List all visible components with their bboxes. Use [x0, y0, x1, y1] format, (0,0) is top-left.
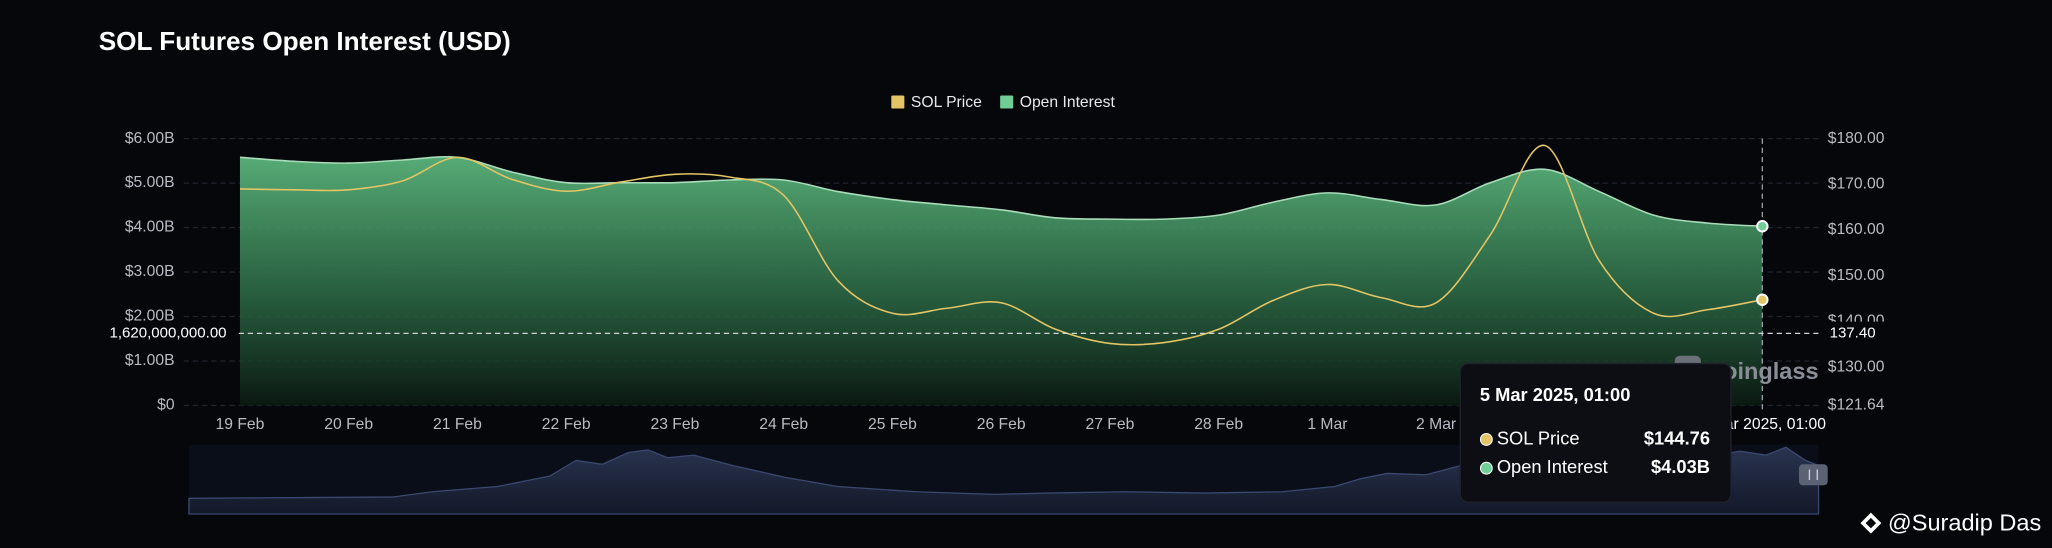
crosshair-y-label: 1,620,000,000.00 — [110, 324, 227, 341]
area — [239, 156, 1763, 406]
attribution-icon — [1860, 512, 1882, 534]
x-tick-label: 21 Feb — [433, 416, 482, 433]
tooltip: 5 Mar 2025, 01:00 SOL Price $144.76 Open I… — [1459, 362, 1732, 503]
tooltip-value: $144.76 — [1644, 427, 1710, 448]
y2-tick-label: $180.00 — [1828, 130, 1885, 147]
navigator-handle[interactable] — [1798, 464, 1828, 486]
legend-label: SOL Price — [911, 94, 982, 111]
legend-swatch — [1000, 95, 1014, 109]
tooltip-value: $4.03B — [1651, 456, 1710, 477]
y2-tick-label: $121.64 — [1828, 397, 1885, 414]
x-tick-label: 23 Feb — [651, 416, 700, 433]
x-tick-label: 20 Feb — [324, 416, 373, 433]
x-tick-label: 25 Feb — [868, 416, 917, 433]
x-tick-label: 26 Feb — [977, 416, 1026, 433]
x-tick-label: 24 Feb — [759, 416, 808, 433]
attribution-text: @Suradip Das — [1888, 510, 2041, 536]
y2-tick-label: $130.00 — [1828, 358, 1885, 375]
tooltip-box — [1459, 362, 1732, 503]
point-marker — [1756, 220, 1769, 233]
y-tick-label: $5.00B — [125, 174, 175, 191]
y-tick-label: $4.00B — [125, 219, 175, 236]
y2-tick-label: $150.00 — [1828, 267, 1885, 284]
line — [239, 144, 1763, 346]
tooltip-swatch — [1479, 461, 1493, 475]
tooltip-title: 5 Mar 2025, 01:00 — [1480, 384, 1631, 405]
line — [239, 155, 1763, 228]
navigator-area — [188, 446, 1820, 515]
plot-area — [183, 138, 1819, 416]
legend-swatch — [891, 95, 905, 109]
x-tick-label: 28 Feb — [1194, 416, 1243, 433]
y-tick-label: $1.00B — [125, 352, 175, 369]
x-tick-label: 22 Feb — [542, 416, 591, 433]
legend: SOL Price Open Interest — [891, 94, 1115, 111]
x-tick-label: 1 Mar — [1307, 416, 1347, 433]
y-tick-label: $2.00B — [125, 308, 175, 325]
legend-label: Open Interest — [1020, 94, 1116, 111]
y-tick-label: $6.00B — [125, 130, 175, 147]
crosshair-y2-label: 137.40 — [1830, 324, 1876, 341]
tooltip-name: SOL Price — [1497, 427, 1580, 448]
y2-tick-label: $160.00 — [1828, 221, 1885, 238]
point-marker — [1756, 293, 1769, 306]
chart-title: SOL Futures Open Interest (USD) — [99, 26, 511, 56]
x-tick-label: 27 Feb — [1085, 416, 1134, 433]
attribution: @Suradip Das — [1860, 510, 2041, 536]
tooltip-swatch — [1479, 433, 1493, 446]
y2-tick-label: $170.00 — [1828, 175, 1885, 192]
crosshair-label-box — [98, 321, 239, 346]
x-tick-label: 2 Mar — [1416, 416, 1456, 433]
x-tick-label: 19 Feb — [216, 416, 265, 433]
y-tick-label: $0 — [157, 397, 175, 414]
y-tick-label: $3.00B — [125, 263, 175, 280]
crosshair-label-box — [1818, 321, 1887, 346]
axes: $0 $1.00B $2.00B $3.00B $4.00B $5.00B $6.00B $1… — [125, 130, 1885, 433]
tooltip-name: Open Interest — [1497, 456, 1608, 477]
